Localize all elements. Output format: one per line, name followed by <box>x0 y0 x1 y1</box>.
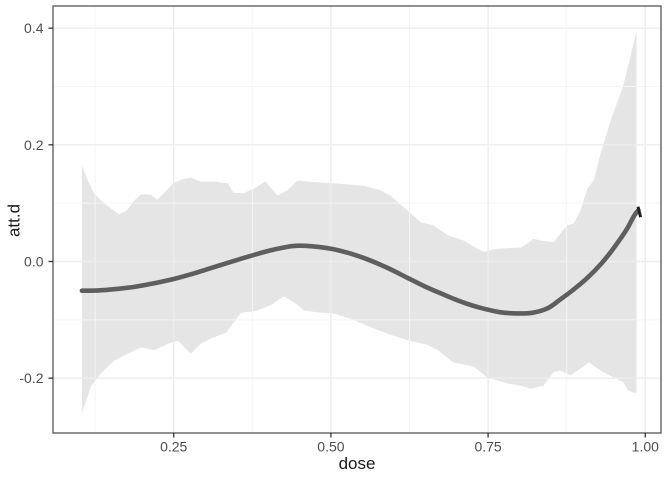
y-tick-label: 0.0 <box>24 254 44 270</box>
y-tick-label: 0.2 <box>24 137 44 153</box>
y-axis-title: att.d <box>4 203 24 238</box>
smooth-line <box>79 207 641 316</box>
x-tick-label: 0.50 <box>317 439 344 455</box>
x-tick-label: 0.75 <box>474 439 501 455</box>
confidence-ribbon <box>81 30 637 414</box>
x-tick-label: 0.25 <box>160 439 187 455</box>
panel-border <box>52 5 662 434</box>
x-axis-title: dose <box>338 454 376 473</box>
y-tick-label: 0.4 <box>24 20 44 36</box>
y-tick-label: -0.2 <box>19 370 43 386</box>
x-tick-label: 1.00 <box>632 439 659 455</box>
line-end-marker <box>636 206 643 218</box>
